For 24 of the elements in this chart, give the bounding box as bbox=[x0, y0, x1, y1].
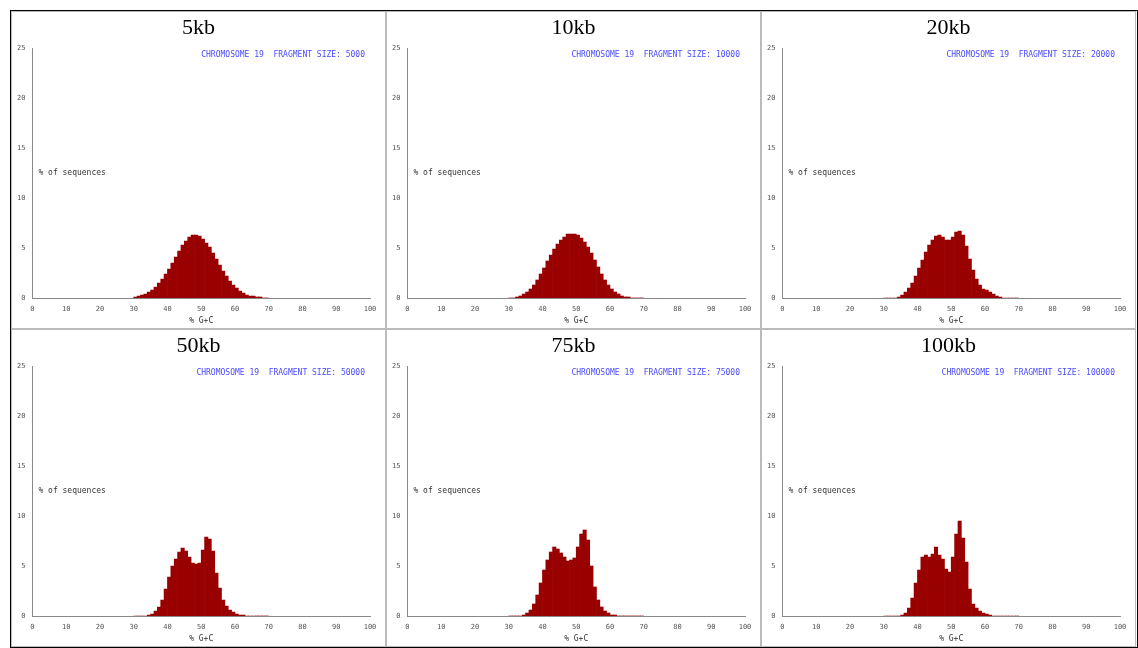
x-axis-title: % G+C bbox=[939, 316, 964, 326]
annotation: CHROMOSOME 19 FRAGMENT SIZE: 50000 bbox=[196, 368, 366, 378]
x-axis-title: % G+C bbox=[189, 634, 214, 644]
y-axis-title: % of sequences bbox=[413, 486, 482, 496]
y-axis-title: % of sequences bbox=[413, 168, 482, 178]
chart-title: 50kb bbox=[175, 331, 222, 358]
chart-title: 20kb bbox=[925, 13, 972, 40]
annotation: CHROMOSOME 19 FRAGMENT SIZE: 10000 bbox=[571, 50, 741, 60]
annotation: CHROMOSOME 19 FRAGMENT SIZE: 20000 bbox=[946, 50, 1116, 60]
x-axis-title: % G+C bbox=[939, 634, 964, 644]
x-axis-title: % G+C bbox=[189, 316, 214, 326]
x-axis-title: % G+C bbox=[564, 316, 589, 326]
y-axis-title: % of sequences bbox=[38, 486, 107, 496]
annotation: CHROMOSOME 19 FRAGMENT SIZE: 100000 bbox=[941, 368, 1116, 378]
chart-title: 75kb bbox=[550, 331, 597, 358]
y-axis-title: % of sequences bbox=[788, 486, 857, 496]
y-axis-title: % of sequences bbox=[788, 168, 857, 178]
y-axis-title: % of sequences bbox=[38, 168, 107, 178]
chart-title: 100kb bbox=[920, 331, 977, 358]
chart-title: 10kb bbox=[550, 13, 597, 40]
x-axis-title: % G+C bbox=[564, 634, 589, 644]
annotation: CHROMOSOME 19 FRAGMENT SIZE: 5000 bbox=[201, 50, 366, 60]
annotation: CHROMOSOME 19 FRAGMENT SIZE: 75000 bbox=[571, 368, 741, 378]
chart-title: 5kb bbox=[181, 13, 216, 40]
